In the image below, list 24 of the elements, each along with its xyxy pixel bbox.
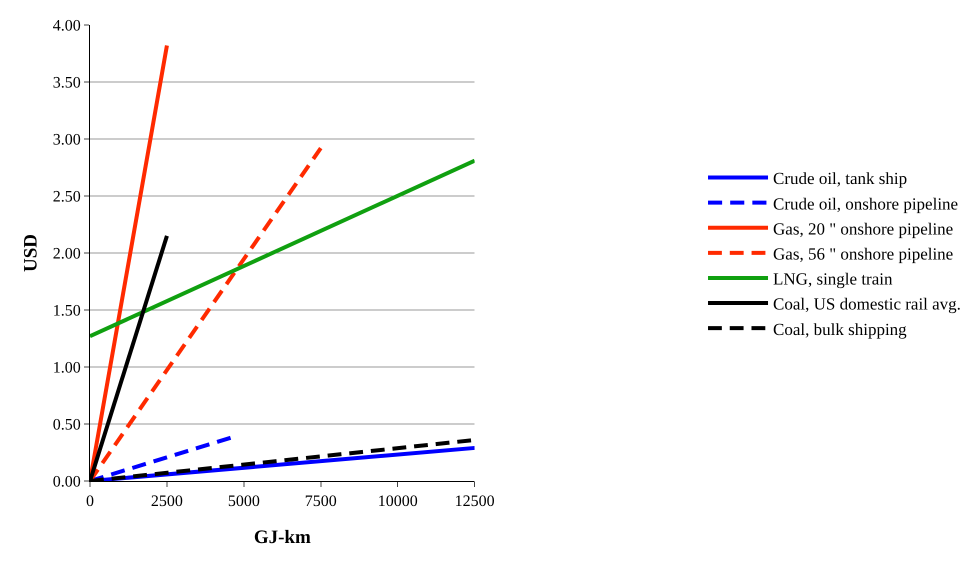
x-tick-label: 7500 [304,493,337,510]
y-tick-label: 0.50 [52,416,81,434]
x-axis-title: GJ-km [254,527,311,548]
legend-label: Crude oil, tank ship [773,169,908,188]
x-tick-label: 10000 [378,493,418,510]
y-tick-label: 2.50 [52,188,81,206]
x-tick-label: 0 [86,493,94,510]
y-tick-label: 4.00 [52,18,81,35]
legend-label: LNG, single train [773,270,893,289]
legend-label: Crude oil, onshore pipeline [773,194,958,214]
y-tick-label: 1.50 [52,302,81,320]
y-tick-label: 3.00 [52,132,81,149]
y-axis-title: USD [20,234,42,272]
legend-label: Coal, US domestic rail avg. [773,294,961,314]
y-tick-label: 0.00 [52,474,81,491]
x-tick-label: 5000 [228,493,260,510]
x-tick-label: 12500 [454,493,495,510]
y-tick-label: 2.00 [52,246,81,263]
y-tick-label: 3.50 [52,74,81,92]
y-tick-label: 1.00 [52,360,81,377]
x-tick-label: 2500 [150,493,183,510]
legend-label: Gas, 56 " onshore pipeline [773,244,954,264]
legend-label: Coal, bulk shipping [773,320,908,339]
legend-label: Gas, 20 " onshore pipeline [773,219,954,238]
